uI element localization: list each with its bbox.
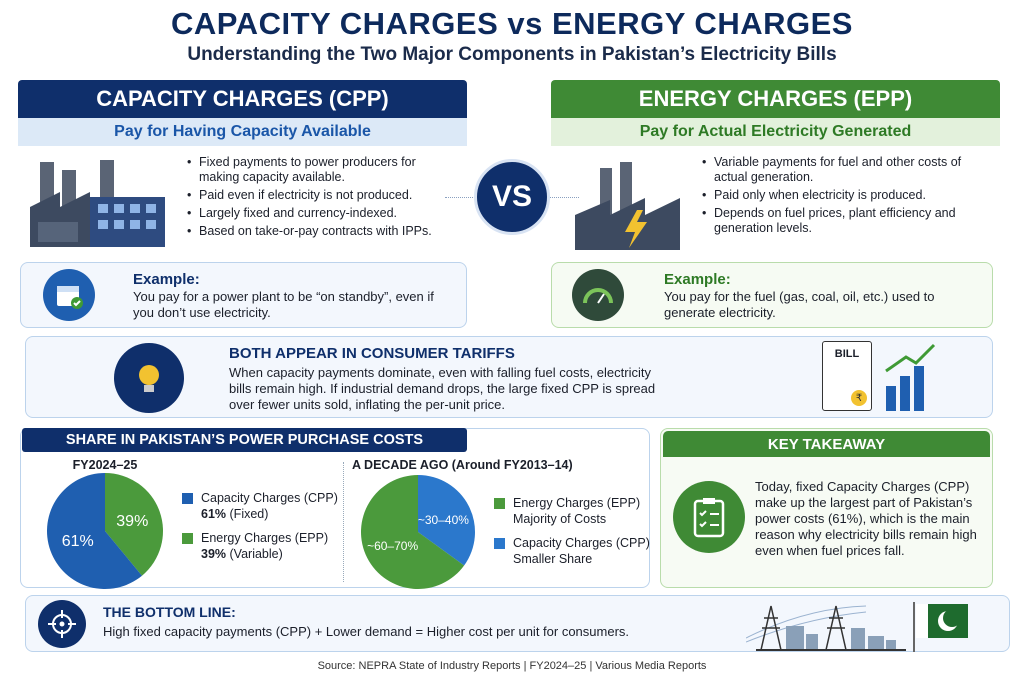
legend-swatch xyxy=(494,538,505,549)
pie-slice xyxy=(361,475,465,589)
legend-swatch xyxy=(494,498,505,509)
source-note: Source: NEPRA State of Industry Reports … xyxy=(317,660,707,672)
legend-note: Majority of Costs xyxy=(513,512,607,526)
legend-label: Capacity Charges (CPP) xyxy=(201,491,338,505)
energy-header: ENERGY CHARGES (EPP) xyxy=(551,80,1000,118)
clipboard-checklist-icon xyxy=(673,481,745,553)
pie-slice xyxy=(418,475,475,566)
takeaway-header: KEY TAKEAWAY xyxy=(663,431,990,457)
power-towers-city-icon xyxy=(746,602,968,652)
example-text: You pay for the fuel (gas, coal, oil, et… xyxy=(664,289,935,320)
bottom-line-card: THE BOTTOM LINE: High fixed capacity pay… xyxy=(25,595,1010,652)
legend-cpp: Capacity Charges (CPP) 61% (Fixed) xyxy=(182,490,338,522)
bullet: Depends on fuel prices, plant efficiency… xyxy=(700,206,970,236)
pie-chart-decade-ago: ~30–40%~60–70% xyxy=(361,475,475,589)
bullet: Based on take-or-pay contracts with IPPs… xyxy=(185,224,455,239)
legend-swatch xyxy=(182,533,193,544)
legend-value: 39% xyxy=(201,547,227,561)
pie2-title: A DECADE AGO (Around FY2013–14) xyxy=(352,458,573,472)
pie-data-label: ~30–40% xyxy=(418,513,469,527)
example-label: Example: xyxy=(133,271,200,288)
page-subtitle: Understanding the Two Major Components i… xyxy=(187,44,837,65)
vs-badge: VS xyxy=(474,159,550,235)
rupee-icon: ₹ xyxy=(851,390,867,406)
bullet: Fixed payments to power producers for ma… xyxy=(185,155,455,185)
takeaway-text: Today, fixed Capacity Charges (CPP) make… xyxy=(755,479,977,558)
pie-chart-fy2024: 39% 61% xyxy=(46,473,163,589)
energy-bullets: Variable payments for fuel and other cos… xyxy=(700,155,970,239)
bill-icon: BILL ₹ xyxy=(822,341,872,411)
share-header: SHARE IN PAKISTAN’S POWER PURCHASE COSTS xyxy=(22,428,467,452)
capacity-tagline: Pay for Having Capacity Available xyxy=(18,118,467,146)
pie1-title: FY2024–25 xyxy=(72,458,138,472)
energy-tagline: Pay for Actual Electricity Generated xyxy=(551,118,1000,146)
bullet: Paid even if electricity is not produced… xyxy=(185,188,455,203)
legend-cpp: Capacity Charges (CPP) Smaller Share xyxy=(494,535,650,567)
pie1-legend: Capacity Charges (CPP) 61% (Fixed) Energy… xyxy=(182,490,338,562)
capacity-header: CAPACITY CHARGES (CPP) xyxy=(18,80,467,118)
legend-note: (Fixed) xyxy=(229,507,269,521)
example-label: Example: xyxy=(664,271,731,288)
takeaway-card: KEY TAKEAWAY Today, fixed Capacity Charg… xyxy=(660,428,993,588)
bullet: Largely fixed and currency-indexed. xyxy=(185,206,455,221)
bottom-line-heading: THE BOTTOM LINE: xyxy=(103,604,236,620)
legend-label: Energy Charges (EPP) xyxy=(513,496,641,510)
legend-label: Energy Charges (EPP) xyxy=(201,531,329,545)
lightbulb-icon xyxy=(114,343,184,413)
legend-note: Smaller Share xyxy=(513,552,593,566)
bottom-line-text: High fixed capacity payments (CPP) + Low… xyxy=(103,624,630,639)
target-icon xyxy=(38,600,86,648)
legend-value: 61% xyxy=(201,507,227,521)
pie2-legend: Energy Charges (EPP) Majority of Costs Ca… xyxy=(494,495,650,567)
bullet: Paid only when electricity is produced. xyxy=(700,188,970,203)
energy-example-card: Example: You pay for the fuel (gas, coal… xyxy=(551,262,993,328)
factory-icon xyxy=(30,160,165,247)
example-text: You pay for a power plant to be “on stan… xyxy=(133,289,434,320)
bill-label: BILL xyxy=(834,348,860,360)
pie-slice xyxy=(105,473,163,576)
pie-data-label: 39% xyxy=(116,513,148,530)
fuel-gauge-icon xyxy=(572,269,624,321)
pie-slice xyxy=(46,473,142,589)
capacity-example-card: Example: You pay for a power plant to be… xyxy=(20,262,467,328)
factory-lightning-icon xyxy=(575,162,680,250)
bullet: Variable payments for fuel and other cos… xyxy=(700,155,970,185)
pie-data-label: 61% xyxy=(62,533,94,550)
page-title: CAPACITY CHARGES vs ENERGY CHARGES xyxy=(171,6,853,41)
pie-data-label: ~60–70% xyxy=(367,539,418,553)
tariffs-heading: BOTH APPEAR IN CONSUMER TARIFFS xyxy=(229,345,515,362)
legend-label: Capacity Charges (CPP) xyxy=(513,536,650,550)
capacity-bullets: Fixed payments to power producers for ma… xyxy=(185,155,455,242)
legend-swatch xyxy=(182,493,193,504)
tariffs-text: When capacity payments dominate, even wi… xyxy=(229,365,656,412)
legend-epp: Energy Charges (EPP) Majority of Costs xyxy=(494,495,650,527)
legend-epp: Energy Charges (EPP) 39% (Variable) xyxy=(182,530,338,562)
divider xyxy=(343,462,344,582)
tariffs-card: BOTH APPEAR IN CONSUMER TARIFFS When cap… xyxy=(25,336,993,418)
calendar-check-icon xyxy=(43,269,95,321)
bar-growth-icon xyxy=(885,343,936,411)
legend-note: (Variable) xyxy=(229,547,283,561)
